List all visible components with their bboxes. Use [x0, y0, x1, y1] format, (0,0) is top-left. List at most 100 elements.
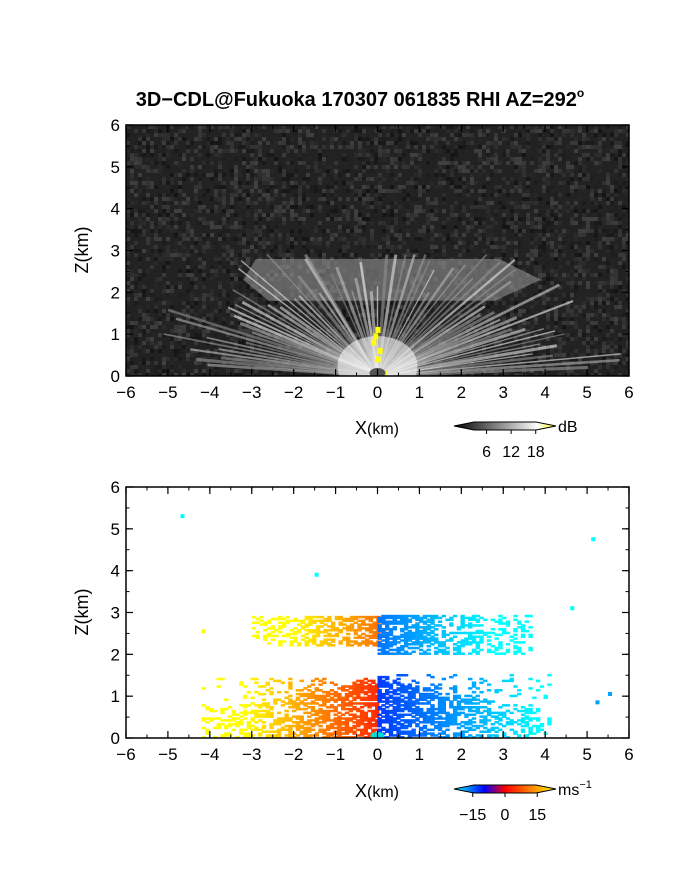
noise-cell — [182, 253, 186, 257]
noise-cell — [526, 137, 530, 141]
velocity-cell — [381, 629, 386, 633]
noise-cell — [222, 341, 226, 345]
noise-cell — [290, 189, 294, 193]
noise-cell — [330, 213, 334, 217]
noise-cell — [186, 221, 190, 225]
noise-cell — [222, 165, 226, 169]
noise-cell — [326, 229, 330, 233]
noise-cell — [446, 305, 450, 309]
noise-cell — [302, 189, 306, 193]
noise-cell — [394, 233, 398, 237]
noise-cell — [270, 153, 274, 157]
noise-cell — [518, 249, 522, 253]
noise-cell — [566, 333, 570, 337]
velocity-cell — [281, 634, 287, 638]
noise-cell — [170, 193, 174, 197]
noise-cell — [278, 129, 282, 133]
noise-cell — [230, 173, 234, 177]
noise-cell — [518, 217, 522, 221]
noise-cell — [486, 145, 490, 149]
noise-cell — [470, 213, 474, 217]
velocity-cell — [364, 615, 370, 619]
noise-cell — [586, 157, 590, 161]
noise-cell — [226, 125, 230, 129]
velocity-cell — [377, 652, 382, 655]
noise-cell — [438, 249, 442, 253]
noise-cell — [290, 185, 294, 189]
noise-cell — [158, 313, 162, 317]
noise-cell — [158, 157, 162, 161]
noise-cell — [190, 317, 194, 321]
noise-cell — [214, 193, 218, 197]
noise-cell — [590, 229, 594, 233]
noise-cell — [334, 193, 338, 197]
noise-cell — [434, 301, 438, 305]
velocity-cell — [312, 638, 317, 641]
noise-cell — [226, 281, 230, 285]
noise-cell — [242, 149, 246, 153]
noise-cell — [574, 181, 578, 185]
noise-cell — [618, 201, 622, 205]
noise-cell — [530, 341, 534, 345]
noise-cell — [238, 169, 242, 173]
noise-cell — [338, 301, 342, 305]
noise-cell — [146, 193, 150, 197]
noise-cell — [582, 293, 586, 297]
noise-cell — [598, 329, 602, 333]
noise-cell — [186, 237, 190, 241]
noise-cell — [406, 141, 410, 145]
noise-cell — [218, 181, 222, 185]
noise-cell — [594, 193, 598, 197]
noise-cell — [130, 317, 134, 321]
noise-cell — [162, 241, 166, 245]
noise-cell — [194, 265, 198, 269]
noise-cell — [242, 241, 246, 245]
noise-cell — [582, 177, 586, 181]
noise-cell — [382, 193, 386, 197]
noise-cell — [590, 325, 594, 329]
noise-cell — [390, 133, 394, 137]
velocity-cell — [334, 617, 340, 621]
noise-cell — [298, 197, 302, 201]
noise-cell — [518, 165, 522, 169]
noise-cell — [258, 149, 262, 153]
noise-cell — [250, 169, 254, 173]
noise-cell — [222, 133, 226, 137]
velocity-cell — [315, 634, 321, 638]
noise-cell — [290, 229, 294, 233]
noise-cell — [314, 313, 318, 317]
velocity-cell — [315, 615, 321, 619]
noise-cell — [350, 193, 354, 197]
noise-cell — [362, 169, 366, 173]
noise-cell — [414, 249, 418, 253]
noise-cell — [214, 313, 218, 317]
noise-cell — [186, 289, 190, 293]
noise-cell — [626, 169, 629, 173]
noise-cell — [382, 141, 386, 145]
noise-cell — [362, 197, 366, 201]
velocity-cell — [346, 619, 351, 623]
velocity-cell — [266, 642, 272, 645]
noise-cell — [578, 257, 582, 261]
noise-cell — [538, 221, 542, 225]
velocity-cell — [346, 617, 351, 621]
noise-cell — [382, 169, 386, 173]
noise-cell — [410, 153, 414, 157]
noise-cell — [470, 189, 474, 193]
noise-cell — [130, 153, 134, 157]
noise-cell — [290, 137, 294, 141]
noise-cell — [474, 209, 478, 213]
noise-cell — [246, 185, 250, 189]
noise-cell — [262, 173, 266, 177]
noise-cell — [250, 153, 254, 157]
noise-cell — [166, 261, 170, 265]
noise-cell — [146, 157, 150, 161]
noise-cell — [390, 317, 394, 321]
velocity-cell — [312, 642, 317, 645]
noise-cell — [334, 177, 338, 181]
noise-cell — [486, 241, 490, 245]
noise-cell — [494, 149, 498, 153]
velocity-cell — [353, 642, 358, 645]
noise-cell — [370, 157, 374, 161]
